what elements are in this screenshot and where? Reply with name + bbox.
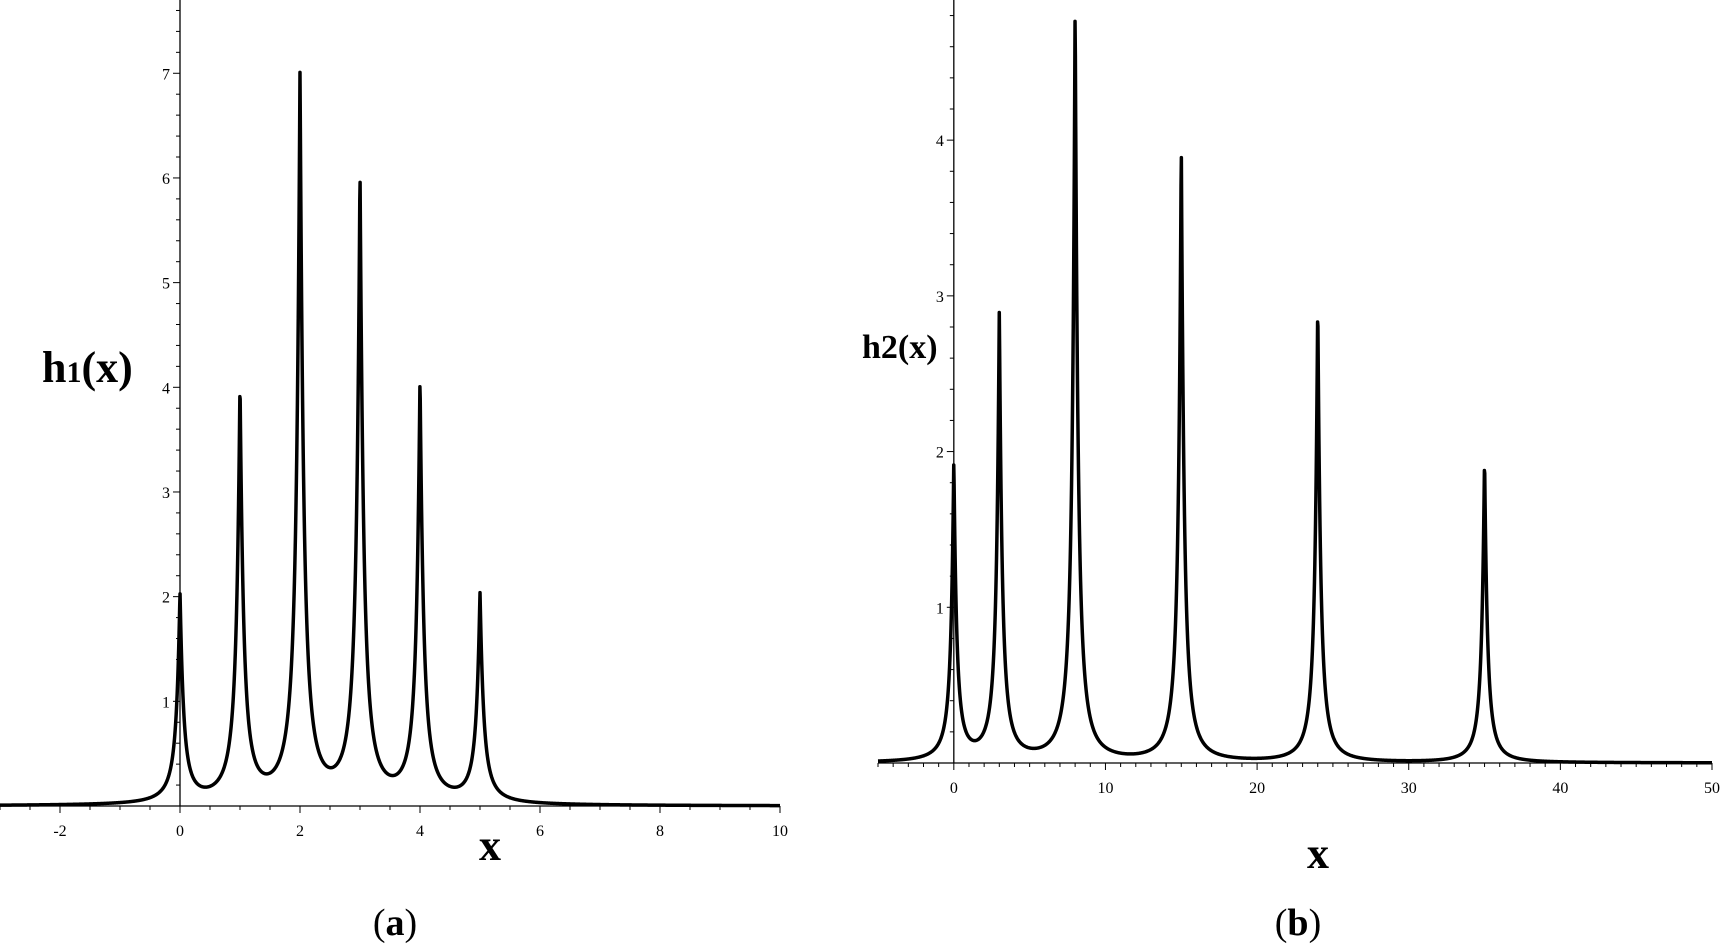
chart-b-y-tick-label: 1 [936, 600, 944, 617]
chart-a-y-tick-label: 4 [162, 380, 170, 397]
chart-a-y-tick-label: 1 [162, 694, 170, 711]
chart-b-x-axis-title: x [1307, 829, 1329, 878]
chart-b-x-tick-label: 50 [1704, 780, 1720, 797]
chart-b-x-tick-label: 0 [950, 780, 958, 797]
panel-label-b: (b) [1275, 902, 1321, 944]
chart-a-y-tick-label: 2 [162, 590, 170, 607]
chart-b-series-curve [876, 19, 1714, 765]
chart-a-y-tick-label: 6 [162, 171, 170, 188]
chart-b-y-ticks: 1 2 3 4 [936, 15, 954, 733]
chart-a-y-axis-title-sub: 1 [66, 356, 81, 389]
chart-b-x-tick-label: 30 [1401, 780, 1417, 797]
chart-a-x-tick-label: 6 [536, 823, 544, 840]
chart-b-x-tick-label: 10 [1097, 780, 1113, 797]
chart-a-y-axis-title: h1(x) [42, 343, 133, 392]
chart-a-y-tick-label: 7 [162, 66, 170, 83]
chart-b-y-tick-label: 3 [936, 289, 944, 306]
panel-label-a: (a) [373, 902, 417, 944]
chart-b-x-tick-label: 20 [1249, 780, 1265, 797]
chart-a-x-tick-label: 4 [416, 823, 424, 840]
chart-a-series-curve [0, 70, 782, 808]
chart-a-y-tick-label: 5 [162, 276, 170, 293]
chart-b-y-tick-label: 2 [936, 445, 944, 462]
chart-a-x-axis-title: x [479, 821, 501, 870]
chart-b-y-axis-title-sub: 2 [881, 329, 898, 366]
panel-label-b-letter: b [1287, 902, 1308, 944]
chart-a-y-ticks: 1 2 3 4 5 6 7 [162, 9, 180, 786]
chart-a-y-tick-label: 3 [162, 485, 170, 502]
chart-b-x-ticks: 0 10 20 30 40 50 [877, 763, 1720, 797]
panel-label-a-letter: a [386, 902, 405, 944]
chart-a-x-tick-label: 2 [296, 823, 304, 840]
chart-a-x-tick-label: 8 [656, 823, 664, 840]
chart-a-x-tick-label: 10 [772, 823, 788, 840]
chart-a-x-tick-label: 0 [176, 823, 184, 840]
chart-a-y-axis-title-main: h [42, 343, 66, 392]
chart-a-x-tick-label: -2 [53, 823, 66, 840]
chart-b-x-tick-label: 40 [1552, 780, 1568, 797]
chart-b-y-axis-title-main: h [862, 329, 881, 366]
chart-b-y-axis-title: h2(x) [862, 329, 938, 366]
chart-a-y-axis-title-arg: (x) [81, 343, 132, 392]
chart-b-y-axis-title-arg: (x) [898, 329, 938, 366]
chart-b-y-tick-label: 4 [936, 133, 944, 150]
chart-a-x-ticks: -2 0 2 4 6 8 10 [0, 806, 788, 840]
